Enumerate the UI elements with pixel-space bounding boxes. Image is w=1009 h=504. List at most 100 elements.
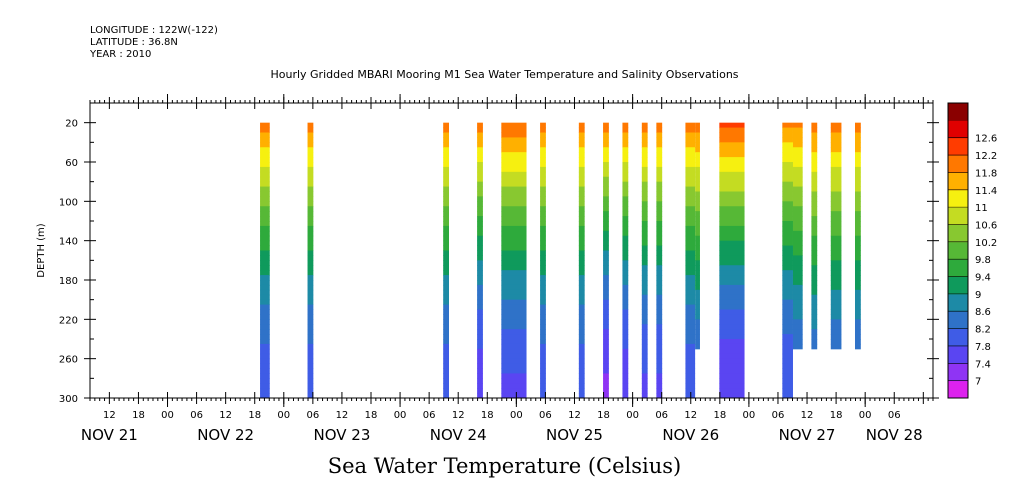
temperature-cell (695, 289, 700, 296)
temperature-cell (656, 260, 663, 266)
temperature-cell (782, 388, 793, 394)
temperature-cell (443, 216, 450, 222)
colorbar-swatch (948, 189, 968, 208)
temperature-cell (685, 166, 696, 173)
temperature-cell (641, 383, 648, 389)
temperature-cell (443, 250, 450, 256)
temperature-cell (854, 225, 861, 232)
x-hour-label: 06 (772, 410, 785, 421)
temperature-cell (443, 304, 450, 310)
temperature-cell (792, 329, 803, 335)
temperature-cell (641, 388, 648, 394)
temperature-cell (782, 221, 793, 227)
temperature-cell (792, 314, 803, 320)
temperature-cell (719, 137, 745, 143)
temperature-cell (854, 186, 861, 192)
temperature-cell (854, 284, 861, 291)
temperature-cell (443, 363, 450, 369)
temperature-cell (656, 176, 663, 183)
temperature-cell (695, 142, 700, 148)
temperature-cell (443, 319, 450, 325)
temperature-cell (641, 265, 648, 271)
temperature-cell (854, 127, 861, 133)
temperature-cell (622, 235, 629, 242)
temperature-cell (854, 191, 861, 197)
temperature-cell (307, 373, 314, 379)
temperature-cell (854, 171, 861, 178)
temperature-cell (622, 289, 629, 296)
temperature-cell (260, 368, 270, 374)
temperature-cell (685, 176, 696, 183)
temperature-cell (603, 235, 609, 242)
x-hour-label: 18 (597, 410, 610, 421)
temperature-cell (782, 329, 793, 335)
temperature-cell (477, 216, 483, 222)
temperature-cell (830, 245, 842, 251)
temperature-cell (540, 191, 546, 197)
temperature-cell (792, 196, 803, 202)
temperature-cell (719, 176, 745, 183)
temperature-cell (540, 211, 546, 217)
temperature-cell (260, 162, 270, 168)
temperature-cell (622, 201, 629, 207)
temperature-cell (641, 255, 648, 261)
temperature-cell (540, 314, 546, 320)
x-day-label: NOV 21 (81, 426, 138, 444)
temperature-cell (641, 339, 648, 345)
temperature-cell (622, 132, 629, 138)
temperature-cell (443, 166, 450, 173)
temperature-cell (540, 142, 546, 148)
temperature-cell (501, 289, 527, 296)
temperature-cell (622, 373, 629, 379)
temperature-cell (260, 358, 270, 365)
temperature-cell (477, 324, 483, 330)
temperature-cell (695, 191, 700, 197)
temperature-cell (695, 216, 700, 222)
temperature-cell (656, 122, 663, 129)
temperature-cell (811, 132, 818, 138)
temperature-cell (792, 260, 803, 266)
colorbar-label: 11.8 (975, 168, 997, 179)
temperature-cell (811, 329, 818, 335)
temperature-cell (578, 280, 585, 286)
temperature-cell (540, 309, 546, 315)
temperature-cell (685, 201, 696, 207)
temperature-cell (260, 191, 270, 197)
temperature-cell (830, 319, 842, 325)
temperature-cell (307, 162, 314, 168)
y-tick-label: 180 (59, 276, 78, 287)
temperature-cell (260, 240, 270, 247)
temperature-cell (443, 329, 450, 335)
temperature-cell (307, 157, 314, 163)
temperature-cell (782, 343, 793, 350)
temperature-cell (578, 225, 585, 232)
temperature-cell (792, 171, 803, 178)
temperature-cell (719, 353, 745, 360)
temperature-cell (811, 280, 818, 286)
temperature-cell (685, 304, 696, 310)
temperature-cell (656, 270, 663, 276)
temperature-cell (501, 284, 527, 291)
temperature-cell (603, 206, 609, 212)
temperature-cell (656, 329, 663, 335)
temperature-cell (656, 201, 663, 207)
temperature-cell (443, 270, 450, 276)
temperature-cell (811, 343, 818, 350)
temperature-cell (656, 353, 663, 360)
temperature-cell (622, 309, 629, 315)
temperature-cell (641, 221, 648, 227)
temperature-cell (830, 225, 842, 232)
temperature-cell (501, 265, 527, 271)
temperature-cell (307, 393, 314, 399)
temperature-cell (641, 343, 648, 350)
temperature-cell (540, 270, 546, 276)
temperature-cell (443, 373, 450, 379)
temperature-cell (477, 127, 483, 133)
temperature-cell (501, 358, 527, 365)
temperature-cell (501, 378, 527, 384)
temperature-cell (830, 166, 842, 173)
temperature-cell (260, 127, 270, 133)
temperature-cell (782, 142, 793, 148)
temperature-cell (501, 176, 527, 183)
temperature-cell (854, 181, 861, 188)
